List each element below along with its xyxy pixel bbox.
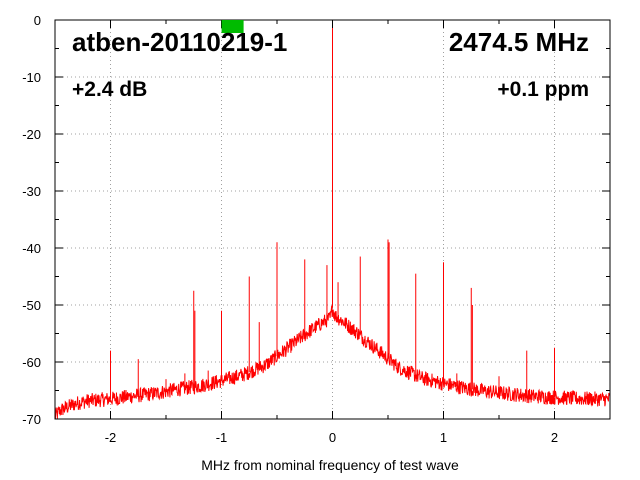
x-tick-label: 2	[551, 430, 558, 445]
chart-title: atben-20110219-1	[72, 27, 287, 57]
y-tick-labels: 0 -10 -20 -30 -40 -50 -60 -70	[22, 13, 41, 427]
noise-floor-line	[54, 305, 611, 419]
gain-label: +2.4 dB	[72, 78, 147, 101]
spurs-group	[110, 20, 555, 400]
noise-floor-group	[54, 305, 611, 419]
y-tick-label: -30	[22, 184, 41, 199]
x-tick-label: -1	[216, 430, 228, 445]
x-axis-label: MHz from nominal frequency of test wave	[201, 457, 459, 473]
y-tick-label: -50	[22, 298, 41, 313]
y-tick-label: -40	[22, 241, 41, 256]
x-tick-label: -2	[105, 430, 117, 445]
y-tick-label: -70	[22, 412, 41, 427]
ppm-label: +0.1 ppm	[497, 78, 589, 101]
x-tick-label: 1	[440, 430, 447, 445]
axis-ticks	[54, 19, 611, 420]
y-tick-label: -60	[22, 355, 41, 370]
x-tick-labels: -2 -1 0 1 2	[105, 430, 558, 445]
y-tick-label: -10	[22, 70, 41, 85]
y-tick-label: 0	[34, 13, 41, 28]
frequency-label: 2474.5 MHz	[449, 27, 589, 57]
x-tick-label: 0	[329, 430, 336, 445]
channel-marker	[221, 20, 244, 33]
y-tick-label: -20	[22, 127, 41, 142]
